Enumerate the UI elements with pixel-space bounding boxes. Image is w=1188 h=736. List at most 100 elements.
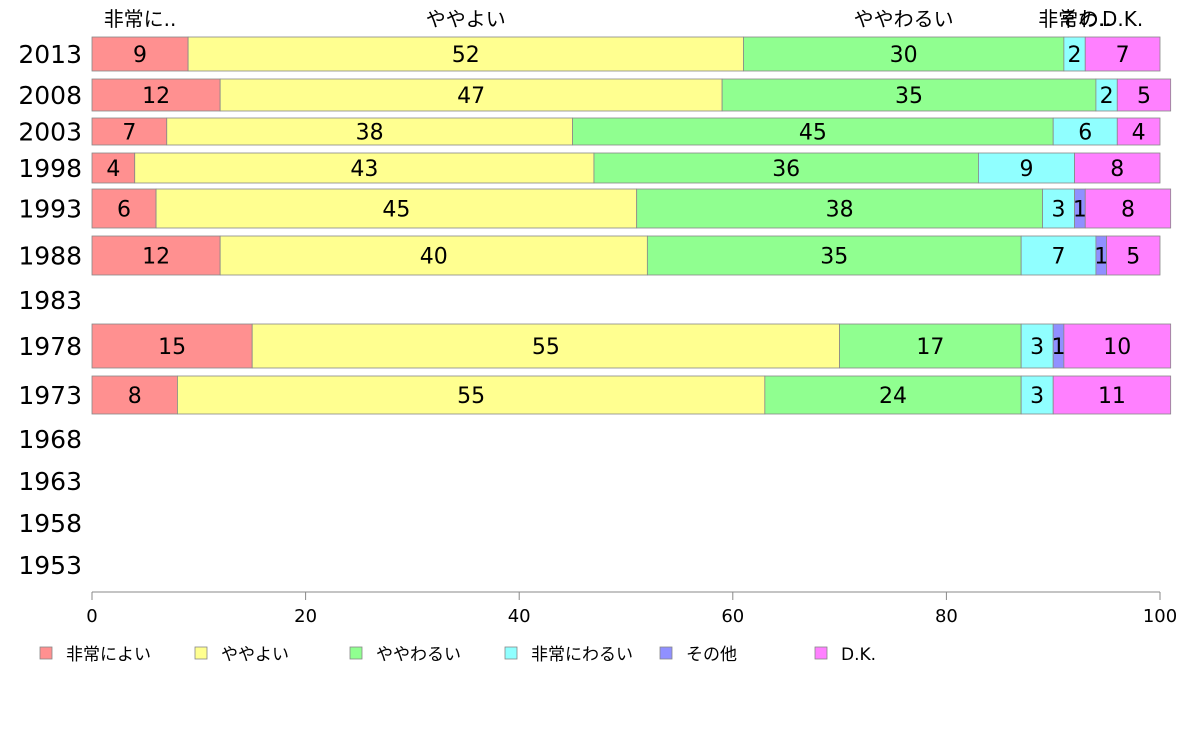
y-tick-label-1978: 1978: [18, 332, 82, 361]
bar-value-label-1998-5: 8: [1110, 157, 1124, 182]
bar-segment-2013-0: [91, 36, 189, 72]
bar-segment-2008-1: [219, 78, 723, 112]
bar-segment-1988-1: [219, 235, 648, 276]
bar-value-label-2008-3: 2: [1100, 84, 1114, 109]
bar-value-label-1978-5: 10: [1103, 335, 1131, 360]
bar-value-label-2003-3: 6: [1078, 121, 1092, 146]
legend-label-1: ややよい: [221, 645, 289, 665]
y-tick-label-1953: 1953: [18, 551, 82, 580]
x-tick-label-0: 0: [86, 606, 97, 627]
legend-label-0: 非常によい: [66, 645, 151, 665]
bar-segment-2013-2: [743, 36, 1065, 72]
bar-value-label-1973-3: 3: [1030, 384, 1044, 409]
bar-segment-1998-0: [91, 152, 136, 184]
legend-label-3: 非常にわるい: [531, 645, 633, 665]
bar-segment-1978-5: [1063, 323, 1172, 369]
bar-segment-2013-5: [1084, 36, 1161, 72]
bar-segment-2013-1: [187, 36, 744, 72]
bar-segment-2008-2: [721, 78, 1097, 112]
bar-value-label-2003-5: 4: [1132, 121, 1146, 146]
bar-value-label-2008-0: 12: [142, 84, 170, 109]
top-label-3: 非常わ..: [1038, 7, 1111, 31]
bar-value-label-1988-3: 7: [1052, 245, 1066, 270]
bar-value-label-1988-4: 1: [1094, 245, 1108, 270]
bars-layer: 9 52 30 2 712 47 35 2 57 38 45 6 44 43 36 9 86 45 38 3 1 812 4…: [91, 36, 1172, 415]
top-series-labels: 非常に.. ややよい ややわるい 非常わ..その..D.K.: [104, 7, 1144, 31]
y-tick-label-1968: 1968: [18, 425, 82, 454]
legend-label-5: D.K.: [841, 645, 876, 665]
bar-value-label-2003-1: 38: [356, 121, 384, 146]
bar-value-label-2008-5: 5: [1137, 84, 1151, 109]
bar-value-label-1993-5: 8: [1121, 198, 1135, 223]
bar-value-label-1978-2: 17: [916, 335, 944, 360]
bar-value-label-1998-1: 43: [350, 157, 378, 182]
legend-swatch-5: [814, 646, 828, 660]
top-label-4: その..: [1059, 7, 1112, 31]
bar-value-label-1993-1: 45: [382, 198, 410, 223]
bar-segment-2008-5: [1116, 78, 1172, 112]
bar-value-label-2008-1: 47: [457, 84, 485, 109]
bar-segment-1978-0: [91, 323, 253, 369]
bar-segment-2008-0: [91, 78, 221, 112]
top-label-1: ややよい: [426, 7, 506, 31]
y-tick-label-2013: 2013: [18, 40, 82, 69]
bar-value-label-1998-3: 9: [1020, 157, 1034, 182]
legend-label-4: その他: [686, 645, 737, 665]
bar-value-label-2013-5: 7: [1116, 43, 1130, 68]
y-tick-label-1963: 1963: [18, 467, 82, 496]
y-axis-tick-labels: 2013 2008 2003 1998 1993 1988 1983 1978 1973 1968…: [18, 40, 82, 580]
bar-segment-1978-2: [839, 323, 1022, 369]
bar-segment-2003-1: [166, 117, 573, 146]
bar-value-label-1993-3: 3: [1052, 198, 1066, 223]
x-tick-label-20: 20: [294, 606, 317, 627]
bar-segment-1973-5: [1052, 375, 1172, 415]
bar-value-label-1988-2: 35: [820, 245, 848, 270]
legend-label-2: ややわるい: [376, 645, 461, 665]
bar-segment-1993-2: [636, 188, 1043, 229]
bar-value-label-2013-2: 30: [890, 43, 918, 68]
bar-value-label-1993-2: 38: [826, 198, 854, 223]
y-tick-label-1988: 1988: [18, 242, 82, 271]
bar-value-label-1973-0: 8: [128, 384, 142, 409]
bar-value-label-2003-0: 7: [122, 121, 136, 146]
y-tick-label-2008: 2008: [18, 81, 82, 110]
bar-value-label-1993-4: 1: [1073, 198, 1087, 223]
bar-value-label-1988-0: 12: [142, 245, 170, 270]
y-tick-label-1973: 1973: [18, 381, 82, 410]
bar-value-label-1998-2: 36: [772, 157, 800, 182]
bar-value-label-1988-5: 5: [1126, 245, 1140, 270]
bar-value-label-1988-1: 40: [420, 245, 448, 270]
x-tick-label-80: 80: [935, 606, 958, 627]
top-label-5: D.K.: [1102, 7, 1143, 31]
bar-segment-1988-3: [1020, 235, 1097, 276]
bar-segment-1973-0: [91, 375, 178, 415]
bar-segment-1988-5: [1106, 235, 1161, 276]
bar-value-label-1973-1: 55: [457, 384, 485, 409]
y-tick-label-1958: 1958: [18, 509, 82, 538]
bar-value-label-2013-3: 2: [1068, 43, 1082, 68]
bar-segment-1998-5: [1074, 152, 1161, 184]
bar-value-label-2013-0: 9: [133, 43, 147, 68]
bar-segment-1973-3: [1020, 375, 1054, 415]
legend-swatch-2: [349, 646, 363, 660]
x-tick-label-100: 100: [1143, 606, 1177, 627]
top-label-0: 非常に..: [104, 7, 177, 31]
bar-segment-1988-0: [91, 235, 221, 276]
bar-value-label-2003-2: 45: [799, 121, 827, 146]
bar-segment-1973-2: [764, 375, 1022, 415]
bar-value-label-1978-1: 55: [532, 335, 560, 360]
y-tick-label-1998: 1998: [18, 154, 82, 183]
legend-swatch-1: [194, 646, 208, 660]
y-tick-label-2003: 2003: [18, 118, 82, 147]
legend-swatch-0: [39, 646, 53, 660]
legend-swatch-4: [659, 646, 673, 660]
y-tick-label-1993: 1993: [18, 195, 82, 224]
bar-value-label-1978-3: 3: [1030, 335, 1044, 360]
bar-segment-2003-2: [572, 117, 1054, 146]
bar-value-label-1973-2: 24: [879, 384, 907, 409]
bar-segment-1993-5: [1084, 188, 1172, 229]
bar-segment-1973-1: [177, 375, 766, 415]
bar-segment-2003-3: [1052, 117, 1118, 146]
x-tick-label-60: 60: [721, 606, 744, 627]
